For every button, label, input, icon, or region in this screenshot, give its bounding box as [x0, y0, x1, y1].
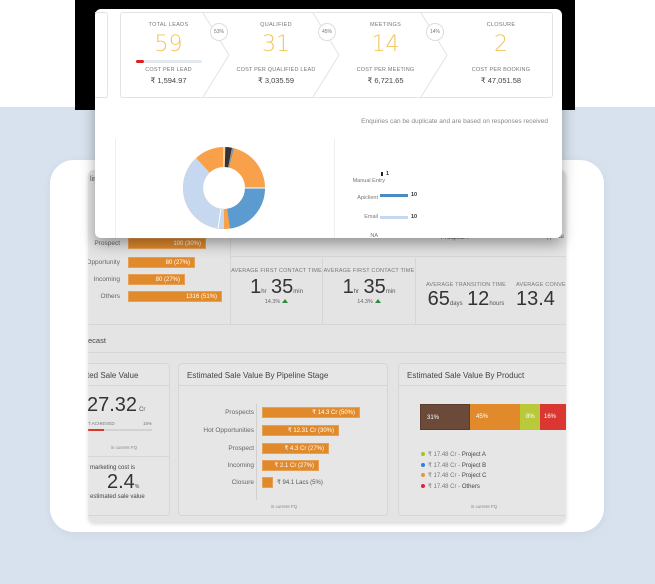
- panel-title: Estimated Sale Value By Product: [399, 364, 566, 386]
- lead-funnel-popup: 53% 45% 14% TOTAL LEADS 59 COST PER LEAD…: [95, 9, 562, 239]
- lead-source-donut-chart[interactable]: [182, 146, 266, 230]
- legend-item: ₹ 17.48 Cr - Project C: [421, 471, 487, 482]
- bar-label: Manual Entry: [352, 178, 385, 184]
- stage-dropdown[interactable]: Prospect ▾: [441, 235, 470, 241]
- pipeline-row: Incoming ₹ 2.1 Cr (27%): [179, 460, 319, 471]
- lead-stage-bar[interactable]: 100 (30%): [128, 238, 206, 249]
- avg-first-contact-time-2: AVERAGE FIRST CONTACT TIME 1hr 35min 14.…: [323, 258, 416, 324]
- forecast-heading: ecast: [88, 336, 106, 345]
- pipeline-row: Prospect ₹ 4.3 Cr (27%): [179, 443, 329, 454]
- legend-item: ₹ 17.48 Cr - Project A: [421, 450, 487, 461]
- product-segment[interactable]: 16%: [540, 404, 566, 430]
- conversion-rate-badge: 53%: [210, 23, 228, 41]
- pipeline-bar[interactable]: ₹ 2.1 Cr (27%): [262, 460, 319, 471]
- lead-stage-row: Opportunity 80 (27%): [88, 257, 195, 268]
- bar[interactable]: [380, 194, 408, 197]
- marketing-cost: ur marketing cost is 2.4% ur estimated s…: [88, 456, 169, 500]
- legend-item: ₹ 17.48 Cr - Others: [421, 482, 487, 493]
- estimated-sale-value-panel: ted Sale Value 27.32 Cr T ACHIEVED 15% in …: [88, 363, 170, 516]
- pipeline-bar[interactable]: ₹ 12.31 Cr (30%): [262, 425, 339, 436]
- pipeline-row: Closure ₹ 94.1 Lacs (5%): [231, 477, 323, 488]
- panel-title: Estimated Sale Value By Pipeline Stage: [179, 364, 387, 386]
- bar-label: NA: [370, 233, 378, 239]
- sale-value: 27.32: [88, 394, 138, 416]
- bar[interactable]: [381, 172, 383, 176]
- legend-item: ₹ 17.48 Cr - Project B: [421, 461, 487, 472]
- avg-first-contact-time-1: AVERAGE FIRST CONTACT TIME 1hr 35min 14.…: [231, 258, 323, 324]
- pipeline-bar[interactable]: ₹ 14.3 Cr (50%): [262, 407, 360, 418]
- pipeline-row: Hot Opportunities ₹ 12.31 Cr (30%): [179, 425, 339, 436]
- pipeline-bar[interactable]: ₹ 4.3 Cr (27%): [262, 443, 329, 454]
- pipeline-row: Prospects ₹ 14.3 Cr (50%): [179, 407, 360, 418]
- lead-progress-track: [135, 60, 202, 63]
- lead-progress-fill: [135, 60, 144, 63]
- product-segment[interactable]: 31%: [420, 404, 470, 430]
- lead-stage-bar[interactable]: 1316 (51%): [128, 291, 222, 302]
- caret-down-icon: ▾: [466, 235, 470, 241]
- lead-source-bar-chart: Manual Entry 1 Apiclient 10 Email 10 NA: [334, 169, 464, 239]
- lead-stage-row: Incoming 80 (27%): [88, 274, 185, 285]
- funnel-stage-total-leads[interactable]: TOTAL LEADS 59 COST PER LEAD ₹ 1,594.97: [126, 13, 211, 97]
- frame-fade: [50, 160, 90, 532]
- bar[interactable]: [380, 216, 408, 219]
- funnel-stage-closure[interactable]: CLOSURE 2 COST PER BOOKING ₹ 47,051.58: [471, 22, 531, 85]
- lead-stage-bar[interactable]: 80 (27%): [128, 257, 195, 268]
- funnel-stage-meetings[interactable]: MEETINGS 14 COST PER MEETING ₹ 6,721.65: [356, 22, 415, 85]
- funnel-stage-qualified[interactable]: QUALIFIED 31 COST PER QUALIFIED LEAD ₹ 3…: [236, 22, 316, 85]
- up-arrow-icon: [282, 299, 289, 303]
- enquiries-note: Enquiries can be duplicate and are based…: [361, 118, 548, 125]
- lead-stages-chart: Prospect 100 (30%) Opportunity 80 (27%) …: [88, 225, 231, 325]
- target-achieved: T ACHIEVED 15%: [88, 421, 164, 431]
- lead-funnel: 53% 45% 14% TOTAL LEADS 59 COST PER LEAD…: [120, 12, 553, 98]
- lead-stage-row: Prospect 100 (30%): [88, 238, 206, 249]
- pipeline-bar[interactable]: [262, 477, 273, 488]
- previous-card-edge: [95, 12, 108, 98]
- divider: [88, 352, 566, 353]
- lead-stage-bar[interactable]: 80 (27%): [128, 274, 185, 285]
- up-arrow-icon: [374, 299, 381, 303]
- product-stacked-bar: 31% 45% 8% 16%: [420, 404, 566, 430]
- avg-conversion: AVERAGE CONVERS 13.4: [516, 282, 566, 310]
- lead-stage-row: Others 1316 (51%): [88, 291, 222, 302]
- sale-value-by-product-panel: Estimated Sale Value By Product 31% 45% …: [398, 363, 566, 516]
- conversion-rate-badge: 14%: [426, 23, 444, 41]
- product-legend: ₹ 17.48 Cr - Project A ₹ 17.48 Cr - Proj…: [421, 450, 487, 492]
- avg-transition-time: AVERAGE TRANSITION TIME 65days 12hours: [425, 282, 507, 310]
- panel-title: ted Sale Value: [88, 364, 169, 386]
- conversion-rate-badge: 45%: [318, 23, 336, 41]
- bar-label: Apiclient: [357, 195, 378, 201]
- dashboard-top-region: lin: [88, 170, 566, 230]
- bar-label: Email: [364, 214, 378, 220]
- sale-value-by-pipeline-panel: Estimated Sale Value By Pipeline Stage P…: [178, 363, 388, 516]
- target-progress: [88, 429, 104, 431]
- divider: [88, 324, 566, 325]
- section-title-partial: lin: [90, 176, 98, 183]
- product-segment[interactable]: 8%: [520, 404, 540, 430]
- product-segment[interactable]: 45%: [470, 404, 520, 430]
